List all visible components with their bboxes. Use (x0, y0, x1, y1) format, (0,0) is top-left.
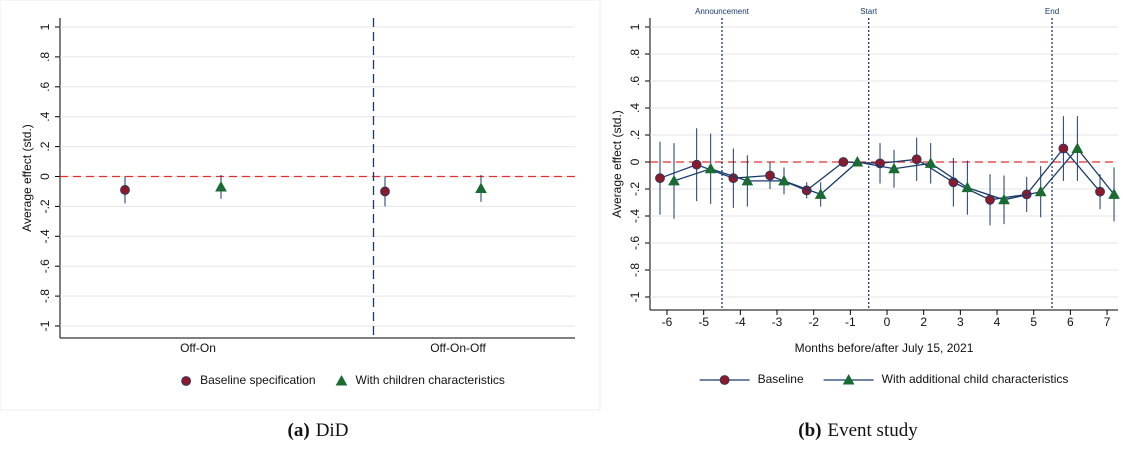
y-tick-label: .6 (38, 81, 52, 91)
x-tick-label: 7 (1104, 315, 1111, 329)
marker (655, 173, 665, 184)
x-tick-label: Off-On-Off (430, 341, 486, 355)
marker (668, 174, 680, 186)
legend-label: With children characteristics (356, 373, 505, 387)
y-tick-label: .4 (38, 111, 52, 121)
marker (851, 155, 864, 167)
y-tick-label: -1 (38, 320, 52, 331)
y-tick-label: -.6 (628, 236, 642, 250)
marker (120, 185, 130, 195)
y-tick-label: 0 (38, 173, 52, 180)
event-label: End (1045, 7, 1059, 16)
legend-item: Baseline specification (181, 373, 316, 387)
marker (924, 157, 937, 168)
marker (719, 375, 730, 385)
y-tick-label: .8 (628, 49, 642, 59)
marker (778, 174, 790, 186)
y-tick-label: -.4 (628, 209, 642, 223)
legend-item: Baseline (699, 372, 804, 386)
marker (475, 182, 487, 193)
x-tick-label: Off-On (180, 341, 216, 355)
y-tick-label: -.8 (628, 263, 642, 277)
marker (1058, 143, 1069, 154)
marker (215, 180, 227, 192)
y-axis-label: Average effect (std.) (610, 110, 624, 218)
marker (335, 374, 348, 386)
marker (691, 159, 702, 170)
legend-label: With additional child characteristics (882, 372, 1069, 386)
panel: -1 -.8 -.6 -.4 -.2 0 .2 .4 .6 .8 1 Average effect (… (20, 18, 575, 387)
marker (911, 154, 922, 165)
marker (1034, 185, 1047, 197)
y-axis-label: Average effect (std.) (20, 124, 34, 232)
marker (1095, 186, 1105, 197)
marker (765, 170, 775, 181)
caption-label: (a) (288, 420, 310, 441)
x-axis-label: Months before/after July 15, 2021 (795, 341, 974, 355)
x-tick-label: 0 (884, 315, 891, 329)
marker (888, 162, 900, 174)
y-tick-label: .2 (628, 130, 642, 140)
y-tick-label: .6 (628, 76, 642, 86)
x-tick-label: 2 (920, 315, 927, 329)
caption-a: (a) DiD (288, 420, 349, 441)
marker (741, 174, 754, 186)
y-tick-label: -.6 (38, 259, 52, 273)
marker (1071, 142, 1084, 153)
y-tick-label: 1 (628, 23, 642, 30)
marker (704, 162, 717, 174)
y-tick-label: -.8 (38, 289, 52, 303)
x-tick-label: -2 (808, 315, 819, 329)
event-label: Start (860, 7, 878, 16)
marker (380, 186, 390, 197)
legend-item: With additional child characteristics (823, 372, 1069, 386)
x-tick-label: 4 (994, 315, 1001, 329)
caption-text: Event study (827, 420, 918, 441)
x-tick-label: -3 (772, 315, 783, 329)
y-tick-label: .2 (38, 141, 52, 151)
caption-text: DiD (316, 420, 349, 441)
marker (961, 181, 974, 193)
x-tick-label: -5 (698, 315, 709, 329)
y-tick-label: .4 (628, 103, 642, 113)
y-tick-label: -.4 (38, 229, 52, 243)
plot-area (60, 18, 575, 338)
y-tick-label: 0 (628, 158, 642, 165)
y-tick-label: -.2 (628, 182, 642, 196)
x-tick-label: -4 (735, 315, 746, 329)
x-tick-label: -1 (845, 315, 856, 329)
caption-label: (b) (798, 420, 821, 441)
legend: Baseline specification With children char… (181, 373, 505, 387)
y-tick-label: .8 (38, 52, 52, 62)
x-tick-label: 5 (1030, 315, 1037, 329)
y-tick-label: -1 (628, 291, 642, 302)
marker (814, 188, 827, 199)
x-tick-label: 3 (957, 315, 964, 329)
panel: -1 -.8 -.6 -.4 -.2 0 .2 .4 .6 .8 1 Average effect (… (610, 7, 1120, 386)
marker (181, 376, 192, 386)
event-label: Announcement (695, 7, 750, 16)
legend-label: Baseline (758, 372, 804, 386)
y-tick-label: 1 (38, 23, 52, 30)
marker (998, 193, 1010, 205)
x-tick-label: 6 (1067, 315, 1074, 329)
y-tick-label: -.2 (38, 199, 52, 213)
legend-label: Baseline specification (200, 373, 315, 387)
marker (1108, 188, 1120, 199)
legend-item: With children characteristics (335, 373, 505, 387)
caption-b: (b) Event study (798, 420, 918, 441)
marker (842, 373, 855, 385)
marker (838, 157, 849, 167)
x-tick-label: -6 (662, 315, 673, 329)
legend: Baseline With additional child characteri… (699, 372, 1069, 386)
